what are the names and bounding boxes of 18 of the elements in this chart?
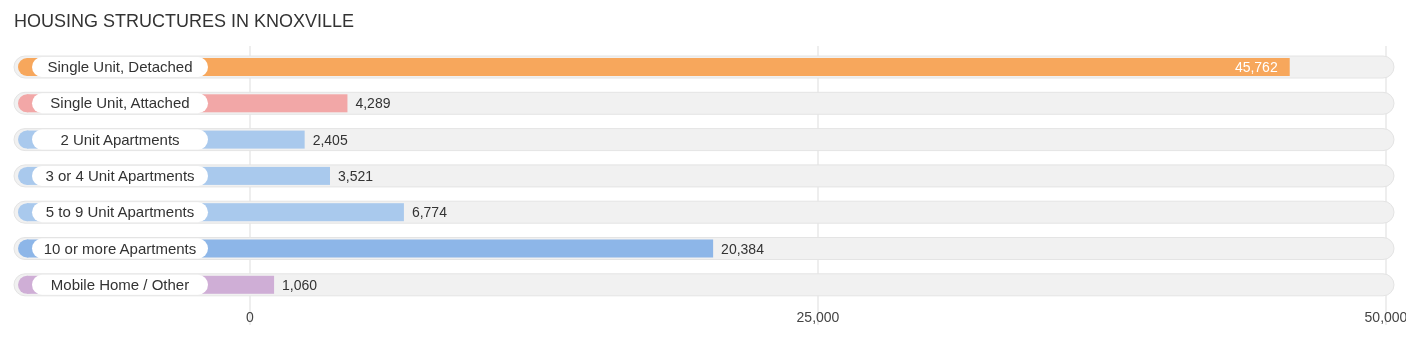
x-tick-label: 50,000 [1364,309,1406,325]
y-tick-label: Mobile Home / Other [50,275,190,293]
y-tick-label: 5 to 9 Unit Apartments [45,203,195,221]
y-tick-label: 2 Unit Apartments [60,130,180,148]
chart-title: HOUSING STRUCTURES IN KNOXVILLE [14,11,355,31]
data-label: 6,774 [411,204,448,221]
x-tick-label: 25,000 [796,309,840,325]
x-tick-label: 0 [246,309,255,325]
data-label: 4,289 [355,95,391,112]
y-tick-label: 10 or more Apartments [43,239,197,257]
y-tick-label: Single Unit, Attached [50,94,190,112]
data-label: 1,060 [282,276,318,293]
data-label: 45,762 [1234,59,1278,75]
y-tick-label: 3 or 4 Unit Apartments [45,166,195,184]
data-label: 3,521 [338,167,374,184]
data-label: 2,405 [312,131,348,148]
y-tick-label: Single Unit, Detached [47,58,193,75]
data-label: 20,384 [721,240,765,257]
